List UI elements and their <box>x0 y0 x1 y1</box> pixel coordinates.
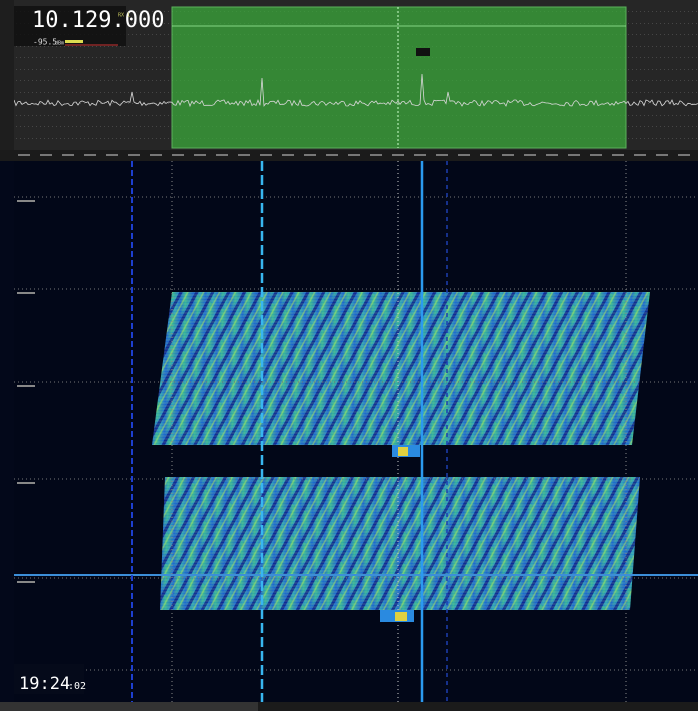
axis-tick <box>216 154 228 156</box>
signal-unit: dBm <box>55 41 64 47</box>
axis-tick <box>18 154 30 156</box>
bottom-scroll[interactable] <box>0 702 258 711</box>
axis-tick <box>634 154 646 156</box>
axis-tick <box>656 154 668 156</box>
signal-level: -95.5 <box>33 38 57 47</box>
axis-tick <box>260 154 272 156</box>
axis-tick <box>150 154 162 156</box>
axis-tick <box>502 154 514 156</box>
axis-tick <box>40 154 52 156</box>
axis-tick <box>128 154 140 156</box>
axis-tick <box>392 154 404 156</box>
axis-tick <box>414 154 426 156</box>
axis-tick <box>106 154 118 156</box>
axis-tick <box>590 154 602 156</box>
axis-tick <box>568 154 580 156</box>
sdr-window: 10.129.000 RX 1 -95.5 dBm 19:24 :02 <box>0 0 698 711</box>
axis-tick <box>458 154 470 156</box>
rx-label: RX 1 <box>118 13 130 19</box>
clock-time: 19:24 <box>19 674 70 694</box>
axis-tick <box>678 154 690 156</box>
axis-tick <box>62 154 74 156</box>
axis-tick <box>84 154 96 156</box>
clock-seconds: :02 <box>68 681 86 692</box>
signal-burst-lines <box>152 292 650 445</box>
filter-passband[interactable] <box>172 7 626 148</box>
burst-tail <box>395 612 407 621</box>
axis-tick <box>524 154 536 156</box>
time-tick <box>17 200 35 202</box>
time-tick <box>17 385 35 387</box>
time-tick <box>17 581 35 583</box>
time-tick <box>17 482 35 484</box>
time-tick <box>17 292 35 294</box>
axis-tick <box>194 154 206 156</box>
axis-tick <box>612 154 624 156</box>
frequency[interactable]: 10.129.000 <box>32 8 164 33</box>
axis-tick <box>238 154 250 156</box>
burst-tail <box>398 447 408 456</box>
axis-tick <box>436 154 448 156</box>
level-meter <box>65 40 83 43</box>
marker-box <box>416 48 430 56</box>
axis-tick <box>546 154 558 156</box>
axis-tick <box>282 154 294 156</box>
axis-tick <box>172 154 184 156</box>
db-scale <box>0 0 14 150</box>
axis-tick <box>348 154 360 156</box>
signal-burst-lines <box>160 477 640 610</box>
axis-tick <box>326 154 338 156</box>
axis-tick <box>370 154 382 156</box>
axis-tick <box>480 154 492 156</box>
axis-tick <box>304 154 316 156</box>
